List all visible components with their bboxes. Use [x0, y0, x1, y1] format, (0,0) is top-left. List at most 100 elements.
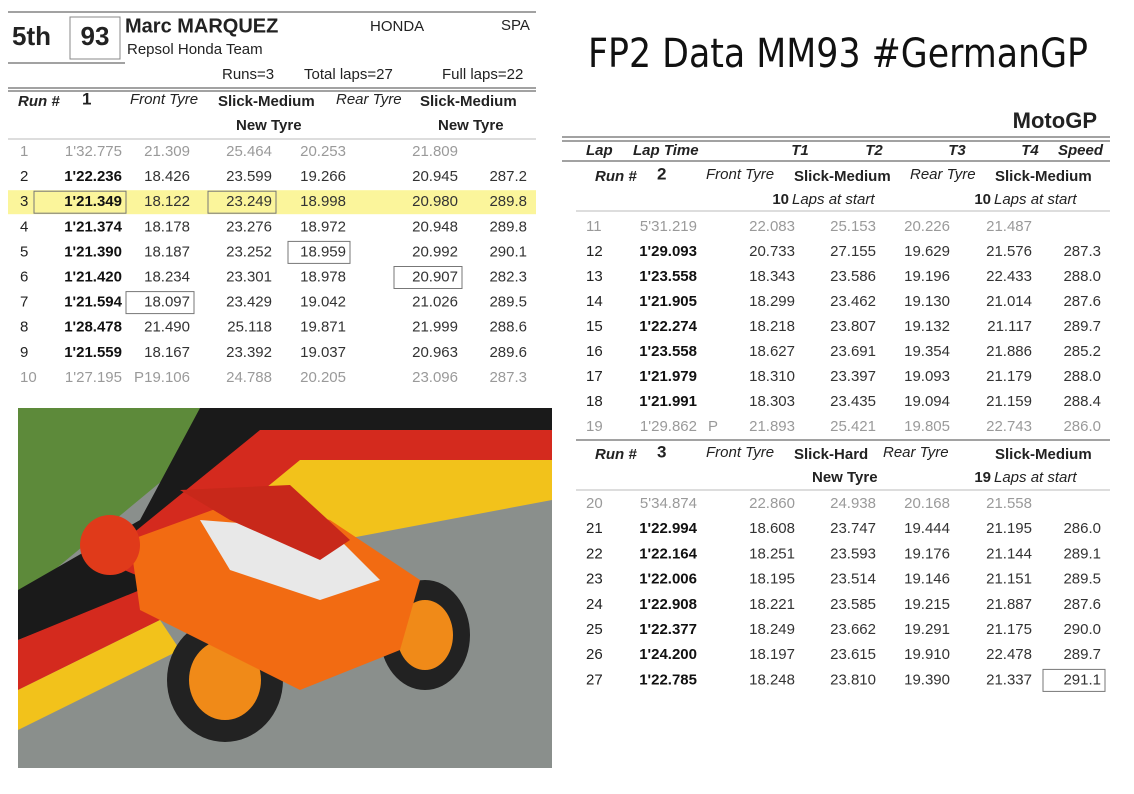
sector-time: 19.215	[904, 596, 950, 613]
lap-number: 13	[586, 268, 603, 285]
lap-number: 7	[20, 294, 28, 311]
lap-number: 5	[20, 243, 28, 260]
sector-time: 18.249	[749, 621, 795, 638]
sector-time: 21.117	[987, 318, 1032, 335]
rear-tyre-label: Rear Tyre	[910, 166, 976, 183]
top-speed: 282.3	[489, 268, 527, 285]
top-speed: 286.0	[1063, 418, 1101, 435]
top-speed: 287.3	[1063, 243, 1101, 260]
front-tyre-note: New Tyre	[812, 469, 878, 486]
lap-number: 8	[20, 319, 28, 336]
page-title: FP2 Data MM93 #GermanGP	[588, 31, 1088, 77]
sector-time: 23.397	[830, 368, 876, 385]
top-speed: 289.5	[489, 294, 527, 311]
sector-time: 19.176	[904, 545, 950, 562]
run-number: 1	[82, 89, 91, 108]
best-box	[287, 240, 351, 264]
team: Repsol Honda Team	[127, 41, 263, 58]
column-header: Speed	[1058, 142, 1104, 159]
rear-tyre-label: Rear Tyre	[883, 444, 949, 461]
sector-time: 18.097	[144, 294, 190, 311]
sector-time: 19.629	[904, 243, 950, 260]
lap-number: 18	[586, 393, 603, 410]
full-laps: Full laps=22	[442, 66, 523, 83]
sector-time: 21.487	[986, 218, 1032, 235]
sector-time: 19.910	[904, 646, 950, 663]
position: 5th	[12, 21, 51, 51]
top-speed: 287.3	[489, 369, 527, 386]
lap-number: 11	[586, 218, 602, 235]
sector-time: 21.490	[144, 319, 190, 336]
sector-time: 18.978	[300, 268, 346, 285]
top-speed: 289.8	[489, 218, 527, 235]
pit-flag: P	[134, 369, 144, 386]
lap-number: 26	[586, 646, 603, 663]
sector-time: 20.253	[300, 143, 346, 160]
sector-time: 19.106	[144, 369, 190, 386]
sector-time: 19.130	[904, 293, 950, 310]
lap-time: 1'21.374	[64, 218, 122, 235]
sector-time: 24.938	[830, 495, 876, 512]
sector-time: 23.392	[226, 344, 272, 361]
lap-number: 21	[586, 520, 603, 537]
lap-time: 1'21.349	[64, 193, 122, 210]
rear-laps-count: 19	[974, 469, 991, 486]
lap-time: 1'22.274	[639, 318, 697, 335]
lap-number: 25	[586, 621, 603, 638]
column-header: T2	[865, 142, 883, 159]
best-box	[33, 190, 127, 214]
top-speed: 289.5	[1063, 571, 1101, 588]
sector-time: 18.343	[749, 268, 795, 285]
lap-time: 1'29.862	[640, 418, 697, 435]
sector-time: 21.144	[986, 545, 1032, 562]
front-tyre-note: New Tyre	[236, 117, 302, 134]
sector-time: 21.175	[986, 621, 1032, 638]
sector-time: 20.205	[300, 369, 346, 386]
sector-time: 18.972	[300, 218, 346, 235]
photo	[18, 408, 552, 768]
sector-time: 18.221	[749, 596, 795, 613]
sector-time: 18.187	[144, 243, 190, 260]
sector-time: 20.980	[412, 193, 458, 210]
column-header: T3	[948, 142, 966, 159]
runs-count: Runs=3	[222, 66, 274, 83]
sector-time: 23.276	[226, 218, 272, 235]
sector-time: 18.251	[749, 545, 795, 562]
sector-time: 23.807	[830, 318, 876, 335]
sector-time: 21.179	[986, 368, 1032, 385]
sector-time: 21.887	[986, 596, 1032, 613]
run-label: Run #	[595, 446, 637, 463]
lap-time: 1'22.994	[639, 520, 697, 537]
top-speed: 289.7	[1063, 318, 1101, 335]
lap-time: 1'21.594	[64, 294, 122, 311]
lap-number: 23	[586, 571, 603, 588]
sector-time: 21.809	[412, 143, 458, 160]
top-speed: 291.1	[1063, 671, 1101, 688]
best-box	[125, 291, 195, 315]
lap-number: 9	[20, 344, 28, 361]
sector-time: 21.014	[986, 293, 1032, 310]
rear-tyre: Slick-Medium	[995, 446, 1092, 463]
manufacturer: HONDA	[370, 18, 424, 35]
sector-time: 19.390	[904, 671, 950, 688]
sector-time: 21.309	[144, 143, 190, 160]
rider-name: Marc MARQUEZ	[125, 15, 278, 37]
rear-tyre-label: Rear Tyre	[336, 91, 402, 108]
sector-time: 18.167	[144, 344, 190, 361]
sector-time: 21.893	[749, 418, 795, 435]
sector-time: 19.871	[300, 319, 346, 336]
front-tyre-label: Front Tyre	[706, 166, 774, 183]
run-label: Run #	[18, 93, 60, 110]
lap-time: 1'27.195	[65, 369, 122, 386]
sector-time: 23.462	[830, 293, 876, 310]
lap-number: 2	[20, 168, 28, 185]
top-speed: 290.1	[489, 243, 527, 260]
lap-number: 14	[586, 293, 603, 310]
best-box	[393, 266, 463, 289]
lap-number: 24	[586, 596, 603, 613]
lap-number: 1	[20, 143, 28, 160]
lap-time: 1'32.775	[65, 143, 122, 160]
top-speed: 289.8	[489, 193, 527, 210]
sector-time: 20.948	[412, 218, 458, 235]
